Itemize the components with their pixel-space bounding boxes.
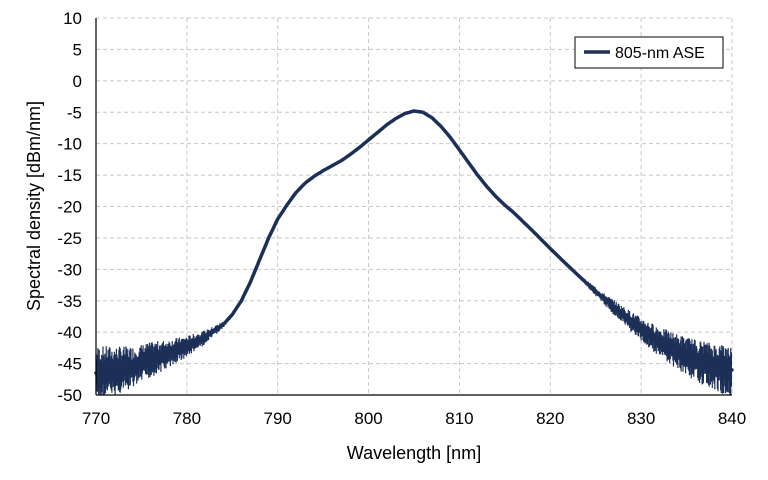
x-tick-label: 840: [718, 409, 746, 428]
y-tick-label: -20: [57, 198, 82, 217]
y-tick-label: -25: [57, 229, 82, 248]
x-tick-label: 800: [354, 409, 382, 428]
x-tick-label: 830: [627, 409, 655, 428]
y-tick-label: -40: [57, 323, 82, 342]
series-line-805nm-ase: [94, 109, 734, 375]
x-tick-label: 770: [82, 409, 110, 428]
legend: 805-nm ASE: [574, 36, 724, 69]
y-tick-label: -10: [57, 135, 82, 154]
y-tick-label: -15: [57, 166, 82, 185]
y-tick-label: -35: [57, 292, 82, 311]
y-tick-label: -5: [67, 103, 82, 122]
y-tick-label: -45: [57, 355, 82, 374]
y-tick-labels: 10 5 0 -5 -10 -15 -20 -25 -30 -35 -40 -45 -50: [57, 9, 82, 405]
x-tick-label: 780: [173, 409, 201, 428]
x-tick-label: 820: [536, 409, 564, 428]
x-tick-labels: 770 780 790 800 810 820 830 840: [82, 409, 746, 428]
y-tick-label: -50: [57, 386, 82, 405]
x-tick-label: 810: [445, 409, 473, 428]
x-tick-label: 790: [264, 409, 292, 428]
y-tick-label: 0: [73, 72, 82, 91]
x-axis-label: Wavelength [nm]: [347, 443, 481, 463]
y-tick-label: 10: [63, 9, 82, 28]
y-tick-label: 5: [73, 40, 82, 59]
y-tick-label: -30: [57, 260, 82, 279]
legend-label: 805-nm ASE: [615, 45, 705, 62]
y-axis-label: Spectral density [dBm/nm]: [24, 101, 44, 311]
